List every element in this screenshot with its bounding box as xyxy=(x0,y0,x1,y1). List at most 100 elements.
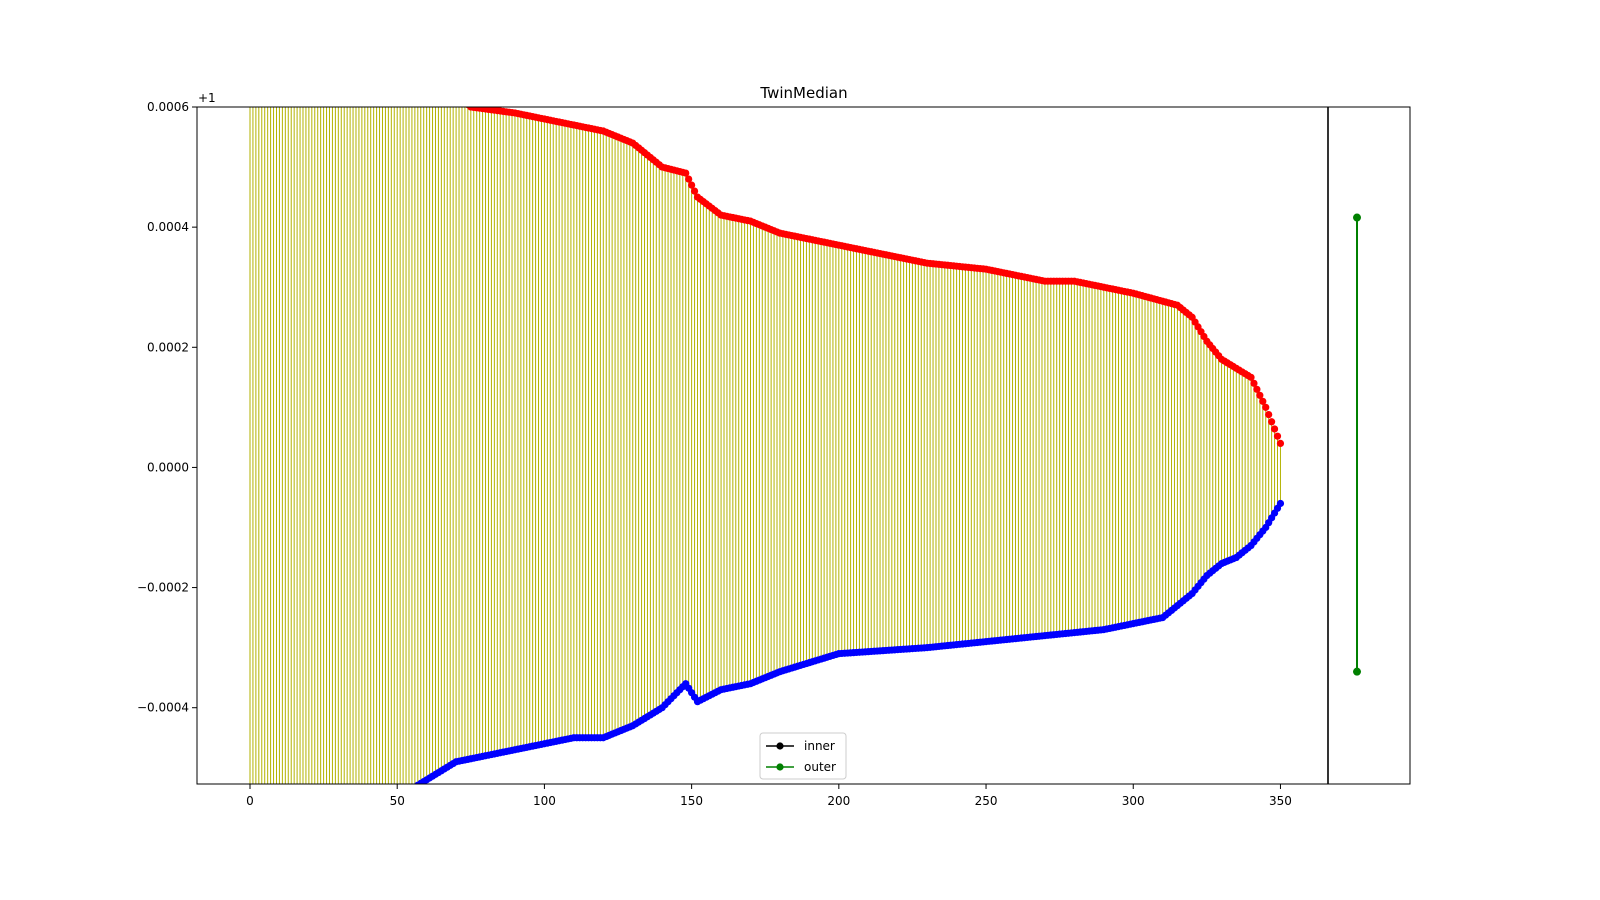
y-tick-label: 0.0002 xyxy=(147,340,189,354)
upper-point xyxy=(408,62,415,69)
x-tick-label: 200 xyxy=(827,794,850,808)
lower-point xyxy=(332,832,339,839)
upper-point xyxy=(397,54,404,61)
upper-point xyxy=(452,91,459,98)
upper-point xyxy=(352,24,359,31)
legend-marker xyxy=(776,742,784,750)
lower-point xyxy=(370,809,377,816)
upper-point xyxy=(391,50,398,57)
upper-point xyxy=(455,94,462,101)
lower-point xyxy=(288,859,295,866)
lower-point xyxy=(261,875,268,882)
upper-point xyxy=(379,42,386,49)
lower-point xyxy=(320,839,327,846)
lower-point xyxy=(296,854,303,861)
x-tick-label: 250 xyxy=(975,794,998,808)
upper-point xyxy=(1276,439,1285,447)
lower-point xyxy=(314,843,321,850)
upper-point xyxy=(414,66,421,73)
x-tick-label: 350 xyxy=(1269,794,1292,808)
upper-point xyxy=(385,46,392,53)
lower-point xyxy=(299,852,306,859)
upper-point xyxy=(690,187,699,195)
lower-point xyxy=(346,823,353,830)
lower-point xyxy=(405,787,412,794)
x-tick-label: 50 xyxy=(390,794,405,808)
lower-point xyxy=(358,816,365,823)
lower-point xyxy=(258,877,265,884)
lower-point xyxy=(364,812,371,819)
upper-point xyxy=(441,83,448,90)
y-tick-label: 0.0006 xyxy=(147,100,189,114)
lower-point xyxy=(1276,499,1285,508)
y-tick-label: 0.0004 xyxy=(147,220,189,234)
lower-point xyxy=(264,874,271,881)
upper-point xyxy=(323,5,330,12)
upper-point xyxy=(361,30,368,37)
upper-point xyxy=(320,3,327,10)
lower-point xyxy=(323,837,330,844)
lower-point xyxy=(308,846,315,853)
plot-area xyxy=(246,0,1362,891)
upper-point xyxy=(1250,379,1258,387)
legend-marker xyxy=(776,763,784,771)
upper-point xyxy=(423,72,430,79)
lower-point xyxy=(294,855,301,862)
upper-point xyxy=(429,76,436,83)
lower-point xyxy=(276,866,283,873)
upper-point xyxy=(1270,425,1279,433)
lower-point xyxy=(305,848,312,855)
lower-point xyxy=(270,870,277,877)
upper-point xyxy=(346,20,353,27)
upper-point xyxy=(394,52,401,59)
lower-point xyxy=(329,834,336,841)
upper-point xyxy=(1273,432,1282,440)
upper-point xyxy=(314,0,321,6)
upper-point xyxy=(682,169,690,177)
upper-point xyxy=(1265,410,1273,419)
y-tick-label: −0.0002 xyxy=(137,581,189,595)
upper-point xyxy=(399,56,406,63)
upper-point xyxy=(311,0,318,4)
upper-point xyxy=(338,14,345,21)
upper-point xyxy=(438,82,445,89)
upper-point xyxy=(420,70,427,77)
lower-point xyxy=(367,810,374,817)
upper-point xyxy=(685,175,693,183)
lower-point xyxy=(282,863,289,870)
upper-point xyxy=(382,44,389,51)
upper-point xyxy=(364,32,371,39)
lower-point xyxy=(326,836,333,843)
upper-point xyxy=(308,0,315,2)
upper-point xyxy=(411,64,418,71)
upper-point xyxy=(426,74,433,81)
plot-frame xyxy=(196,106,1411,785)
lower-point xyxy=(352,819,359,826)
upper-point xyxy=(370,36,377,43)
lower-point xyxy=(249,883,256,890)
upper-point xyxy=(402,58,409,65)
lower-point xyxy=(267,872,274,879)
upper-point xyxy=(388,48,395,55)
lower-point xyxy=(252,881,259,888)
upper-point xyxy=(461,99,468,106)
lower-point xyxy=(317,841,324,848)
lower-point xyxy=(335,830,342,837)
upper-point xyxy=(417,68,424,75)
upper-point xyxy=(349,22,356,29)
upper-point xyxy=(376,40,383,47)
upper-point xyxy=(317,1,324,8)
lower-point xyxy=(355,818,362,825)
lower-point xyxy=(246,884,253,891)
lower-point xyxy=(273,868,280,875)
x-tick-label: 0 xyxy=(246,794,254,808)
upper-point xyxy=(355,26,362,33)
upper-point xyxy=(1259,397,1267,405)
upper-point xyxy=(405,60,412,67)
upper-point xyxy=(344,18,351,25)
lower-point xyxy=(291,857,298,864)
lower-point xyxy=(382,801,389,808)
x-tick-label: 150 xyxy=(680,794,703,808)
upper-point xyxy=(373,38,380,45)
